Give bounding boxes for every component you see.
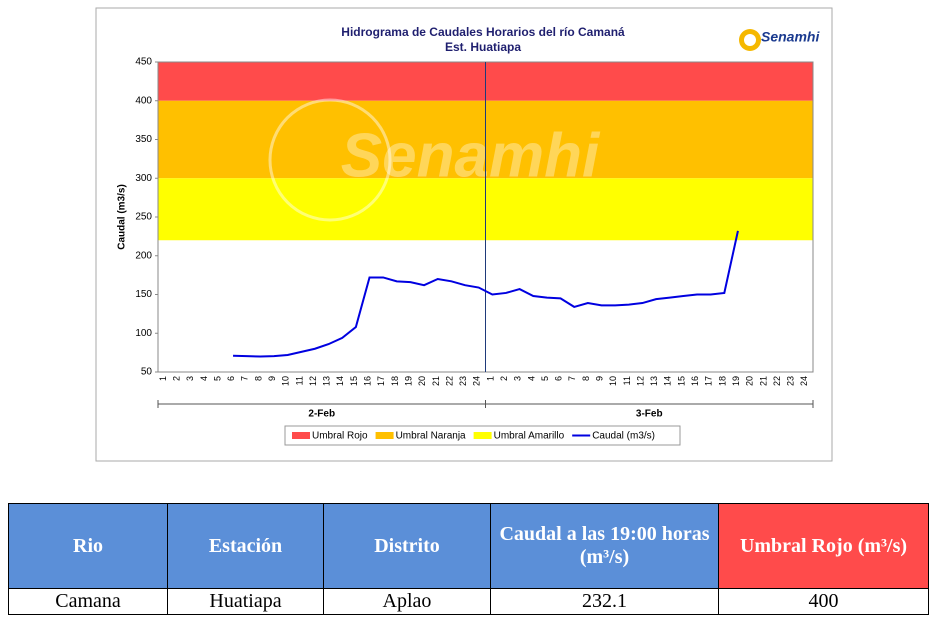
y-tick-label: 150	[135, 289, 152, 300]
x-tick-label: 19	[731, 376, 741, 386]
logo: Senamhi	[739, 29, 820, 51]
cell: 400	[718, 588, 929, 615]
x-tick-label: 15	[349, 376, 359, 386]
x-tick-label: 18	[717, 376, 727, 386]
x-tick-label: 7	[240, 376, 250, 381]
header-cell: Rio	[8, 503, 168, 589]
logo-sun-core	[744, 34, 756, 46]
x-tick-label: 1	[158, 376, 168, 381]
cell: Camana	[8, 588, 168, 615]
x-tick-label: 23	[458, 376, 468, 386]
x-tick-label: 3	[185, 376, 195, 381]
x-tick-label: 6	[226, 376, 236, 381]
x-tick-label: 5	[212, 376, 222, 381]
summary-table: Rio Estación Distrito Caudal a las 19:00…	[8, 503, 929, 615]
x-tick-label: 7	[567, 376, 577, 381]
logo-text: Senamhi	[761, 29, 820, 45]
cell: Aplao	[323, 588, 491, 615]
x-tick-label: 4	[526, 376, 536, 381]
y-tick-label: 400	[135, 95, 152, 106]
x-tick-label: 15	[676, 376, 686, 386]
legend-label: Umbral Amarillo	[494, 431, 565, 442]
x-tick-label: 13	[322, 376, 332, 386]
x-tick-label: 3	[513, 376, 523, 381]
y-tick-label: 450	[135, 57, 152, 68]
x-tick-label: 16	[363, 376, 373, 386]
y-tick-label: 300	[135, 173, 152, 184]
cell: Huatiapa	[167, 588, 324, 615]
y-tick-label: 100	[135, 328, 152, 339]
series-line	[233, 230, 739, 358]
legend-label: Umbral Rojo	[312, 431, 368, 442]
x-tick-label: 16	[690, 376, 700, 386]
group-label: 2-Feb	[308, 409, 335, 420]
header-cell: Umbral Rojo (m³/s)	[718, 503, 929, 589]
x-tick-label: 12	[308, 376, 318, 386]
x-tick-label: 19	[403, 376, 413, 386]
x-tick-label: 11	[294, 376, 304, 385]
legend-label: Umbral Naranja	[396, 431, 466, 442]
x-tick-label: 2	[499, 376, 509, 381]
chart-subtitle: Est. Huatiapa	[445, 40, 521, 54]
header-cell: Distrito	[323, 503, 491, 589]
legend-swatch	[375, 432, 394, 439]
x-tick-label: 10	[281, 376, 291, 386]
legend-label: Caudal (m3/s)	[592, 431, 655, 442]
x-tick-label: 9	[595, 376, 605, 381]
y-tick-label: 50	[141, 367, 153, 378]
legend-swatch	[292, 432, 310, 439]
x-tick-label: 20	[417, 376, 427, 386]
x-tick-label: 14	[335, 376, 345, 386]
header-cell: Caudal a las 19:00 horas (m³/s)	[490, 503, 719, 589]
x-tick-label: 20	[745, 376, 755, 386]
chart-title: Hidrograma de Caudales Horarios del río …	[341, 25, 625, 39]
x-tick-label: 21	[758, 376, 768, 386]
header-cell: Estación	[167, 503, 324, 589]
cell: 232.1	[490, 588, 719, 615]
y-tick-label: 200	[135, 250, 152, 261]
watermark-sun	[268, 98, 392, 222]
x-tick-label: 17	[376, 376, 386, 386]
x-tick-label: 10	[608, 376, 618, 386]
y-tick-label: 350	[135, 134, 152, 145]
legend-swatch	[473, 432, 492, 439]
group-label: 3-Feb	[636, 409, 663, 420]
x-tick-label: 1	[485, 376, 495, 381]
x-tick-label: 21	[431, 376, 441, 386]
y-tick-label: 250	[135, 212, 152, 223]
x-tick-label: 5	[540, 376, 550, 381]
x-tick-label: 24	[472, 376, 482, 386]
legend: Umbral Rojo Umbral Naranja Umbral Amarillo…	[284, 425, 681, 446]
x-tick-label: 11	[622, 376, 632, 385]
x-tick-label: 9	[267, 376, 277, 381]
x-tick-label: 2	[171, 376, 181, 381]
x-tick-label: 23	[786, 376, 796, 386]
x-tick-label: 22	[772, 376, 782, 386]
x-tick-label: 14	[663, 376, 673, 386]
data-row: Camana Huatiapa Aplao 232.1 400	[8, 588, 929, 615]
x-tick-label: 8	[253, 376, 263, 381]
x-tick-label: 13	[649, 376, 659, 386]
x-tick-label: 17	[704, 376, 714, 386]
x-tick-label: 6	[554, 376, 564, 381]
watermark: Senamhi	[341, 121, 601, 190]
x-tick-label: 24	[799, 376, 809, 386]
chart: Hidrograma de Caudales Horarios del río …	[95, 7, 833, 462]
x-tick-label: 4	[199, 376, 209, 381]
x-tick-label: 8	[581, 376, 591, 381]
x-tick-label: 12	[635, 376, 645, 386]
y-axis-label: Caudal (m3/s)	[117, 184, 128, 250]
x-tick-label: 22	[444, 376, 454, 386]
header-row: Rio Estación Distrito Caudal a las 19:00…	[8, 503, 929, 589]
x-tick-label: 18	[390, 376, 400, 386]
